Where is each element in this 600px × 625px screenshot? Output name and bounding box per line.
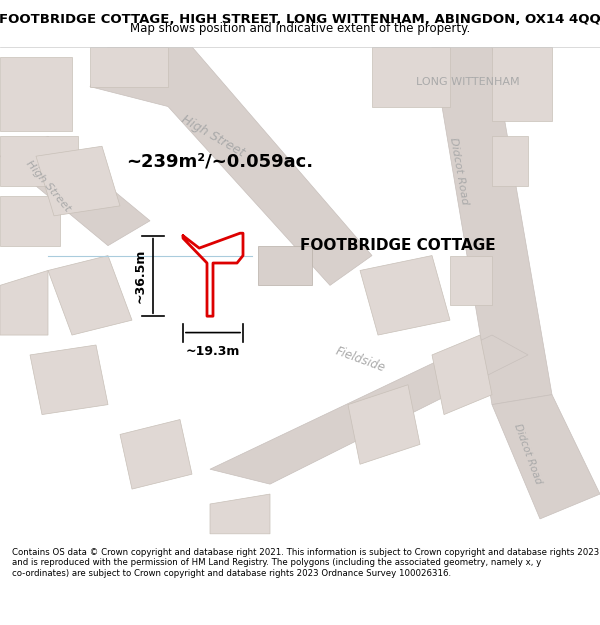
Polygon shape: [432, 335, 492, 414]
Polygon shape: [492, 395, 600, 519]
Text: Map shows position and indicative extent of the property.: Map shows position and indicative extent…: [130, 22, 470, 35]
Polygon shape: [432, 47, 552, 404]
Polygon shape: [258, 246, 312, 286]
Polygon shape: [90, 47, 372, 286]
Polygon shape: [450, 256, 492, 305]
Polygon shape: [120, 419, 192, 489]
Text: Fieldside: Fieldside: [333, 345, 387, 375]
Polygon shape: [90, 47, 168, 87]
Text: ~19.3m: ~19.3m: [186, 345, 240, 358]
Polygon shape: [348, 385, 420, 464]
Polygon shape: [492, 136, 528, 186]
Polygon shape: [36, 146, 120, 216]
Polygon shape: [360, 256, 450, 335]
Text: FOOTBRIDGE COTTAGE: FOOTBRIDGE COTTAGE: [300, 238, 496, 253]
Text: ~239m²/~0.059ac.: ~239m²/~0.059ac.: [126, 152, 313, 170]
Polygon shape: [210, 494, 270, 534]
Polygon shape: [210, 335, 528, 484]
Polygon shape: [48, 256, 132, 335]
Polygon shape: [0, 271, 48, 335]
Text: High Street: High Street: [179, 113, 247, 159]
Polygon shape: [372, 47, 450, 106]
Text: Contains OS data © Crown copyright and database right 2021. This information is : Contains OS data © Crown copyright and d…: [12, 548, 599, 578]
Text: ~36.5m: ~36.5m: [134, 249, 147, 303]
Text: Didcot Road: Didcot Road: [448, 137, 470, 206]
Polygon shape: [0, 136, 150, 246]
Text: FOOTBRIDGE COTTAGE, HIGH STREET, LONG WITTENHAM, ABINGDON, OX14 4QQ: FOOTBRIDGE COTTAGE, HIGH STREET, LONG WI…: [0, 13, 600, 26]
Text: High Street: High Street: [24, 159, 72, 214]
Polygon shape: [492, 47, 552, 121]
Polygon shape: [30, 345, 108, 414]
Text: LONG WITTENHAM: LONG WITTENHAM: [416, 77, 520, 87]
Polygon shape: [0, 57, 72, 131]
Polygon shape: [0, 136, 78, 186]
Text: Didcot Road: Didcot Road: [512, 422, 544, 486]
Polygon shape: [0, 196, 60, 246]
